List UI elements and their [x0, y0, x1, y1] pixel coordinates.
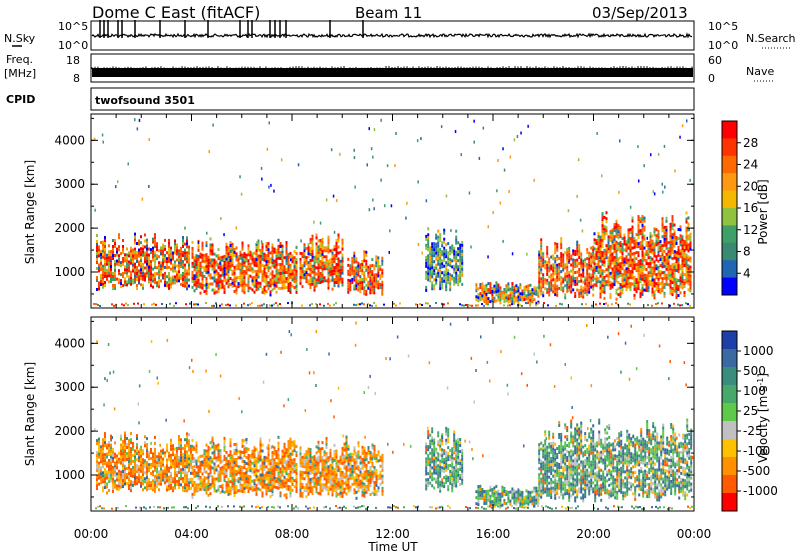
colorbar-swatch [722, 421, 737, 440]
colorbar-tick-label: 25 [743, 404, 758, 418]
colorbar-tick-label: 20 [743, 179, 758, 193]
power-colorbar: 28 24 20 16 12 8 4 [721, 120, 758, 296]
velocity-panel-data [94, 321, 694, 510]
colorbar-swatch [722, 260, 737, 279]
colorbar-swatch [722, 493, 737, 512]
y-tick-label: 1000 [54, 265, 85, 279]
cpid-label: CPID [6, 93, 35, 106]
colorbar-swatch [722, 331, 737, 350]
colorbar-swatch [722, 190, 737, 209]
colorbar-swatch [722, 457, 737, 476]
x-tick-label: 20:00 [576, 527, 611, 541]
nsky-top-right: 10^5 [708, 20, 738, 33]
colorbar-tick-label: 4 [743, 266, 751, 280]
freq-trace [92, 68, 693, 77]
y-tick-label: 3000 [54, 380, 85, 394]
freq-top: 18 [66, 54, 80, 67]
colorbar-swatch [722, 385, 737, 404]
colorbar-swatch [722, 277, 737, 296]
colorbar-swatch [722, 403, 737, 422]
power-scale-label: Power [dB] [756, 179, 770, 244]
y-tick-label: 3000 [54, 177, 85, 191]
colorbar-swatch [722, 349, 737, 368]
colorbar-tick-label: 28 [743, 136, 758, 150]
colorbar-tick-label: 24 [743, 158, 758, 172]
colorbar-tick-label: 100 [743, 384, 766, 398]
nsky-strip-frame [90, 20, 695, 51]
freq-label: Freq. [6, 53, 33, 66]
x-axis-label: Time UT [367, 540, 418, 554]
colorbar-tick-label: 16 [743, 201, 758, 215]
x-axis-tick-labels: 00:00 04:00 08:00 12:00 16:00 20:00 00:00 [74, 527, 712, 541]
x-tick-label: 00:00 [74, 527, 109, 541]
nsky-bottom-right: 10^0 [708, 39, 738, 52]
colorbar-tick-label: -100 [743, 444, 770, 458]
x-tick-label: 04:00 [174, 527, 209, 541]
velocity-scale-label: Velocity [m s-1] [756, 373, 770, 463]
colorbar-tick-label: 8 [743, 245, 751, 259]
colorbar-swatch [722, 439, 737, 458]
colorbar-swatch [722, 225, 737, 244]
cpid-strip-frame [90, 87, 695, 111]
y-tick-label: 1000 [54, 468, 85, 482]
freq-strip-frame [90, 53, 695, 83]
y-tick-label: 2000 [54, 424, 85, 438]
colorbar-swatch [722, 155, 737, 174]
nsky-trace [91, 20, 693, 39]
nsky-top-left: 10^5 [58, 20, 88, 33]
nave-label: Nave [746, 65, 774, 78]
power-panel-axes: 4000 3000 2000 1000 [54, 114, 695, 308]
nsky-label: N.Sky [4, 32, 36, 45]
nsky-bottom-left: 10^0 [58, 39, 88, 52]
colorbar-swatch [722, 173, 737, 192]
nave-top: 60 [708, 54, 722, 67]
y-tick-label: 2000 [54, 221, 85, 235]
colorbar-swatch [722, 208, 737, 226]
x-tick-label: 00:00 [677, 527, 712, 541]
velocity-ylabel: Slant Range [km] [23, 362, 37, 466]
colorbar-tick-label: 12 [743, 223, 758, 237]
y-tick-label: 4000 [54, 336, 85, 350]
nave-bottom: 0 [708, 72, 715, 85]
colorbar-tick-label: -500 [743, 464, 770, 478]
colorbar-tick-label: -1000 [743, 484, 778, 498]
x-tick-label: 16:00 [476, 527, 511, 541]
power-panel-data [93, 118, 692, 307]
x-tick-label: 08:00 [275, 527, 310, 541]
colorbar-tick-label: 500 [743, 364, 766, 378]
colorbar-swatch [722, 138, 737, 157]
power-ylabel: Slant Range [km] [23, 160, 37, 264]
freq-unit: [MHz] [4, 67, 36, 80]
date-title: 03/Sep/2013 [592, 4, 688, 22]
station-title: Dome C East (fitACF) [92, 3, 260, 22]
colorbar-swatch [722, 475, 737, 494]
colorbar-swatch [722, 242, 737, 261]
cpid-value: twofsound 3501 [95, 94, 195, 107]
colorbar-swatch [722, 367, 737, 386]
freq-trace-texture [91, 66, 693, 69]
velocity-colorbar: 1000 500 100 25 -25 -100 -500 -1000 [721, 330, 778, 512]
x-tick-label: 12:00 [375, 527, 410, 541]
freq-bottom: 8 [73, 72, 80, 85]
y-tick-label: 4000 [54, 133, 85, 147]
colorbar-tick-label: -25 [743, 424, 763, 438]
velocity-panel-axes: 4000 3000 2000 1000 [54, 317, 695, 511]
beam-title: Beam 11 [355, 4, 422, 22]
nsearch-label: N.Search [746, 32, 796, 45]
colorbar-tick-label: 1000 [743, 344, 774, 358]
colorbar-swatch [722, 121, 737, 139]
